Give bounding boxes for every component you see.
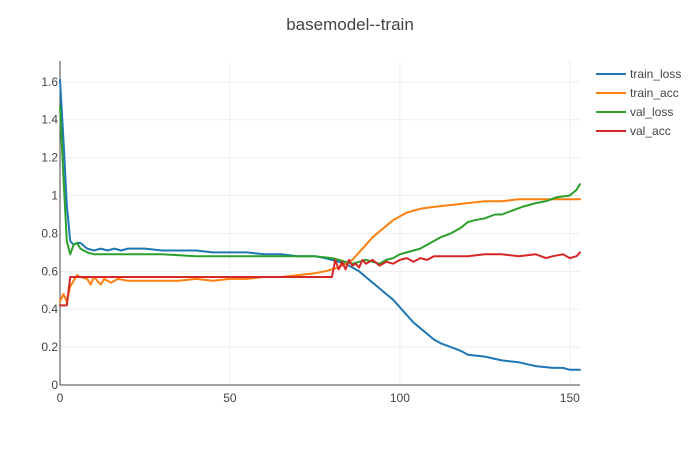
legend-label: train_loss [630,67,681,81]
y-tick-label: 0.4 [41,302,58,316]
legend-item-val-acc[interactable]: val_acc [596,124,671,138]
legend-label: val_acc [630,124,671,138]
y-tick-label: 1.2 [41,151,58,165]
grid-layer [60,61,580,385]
legend-label: val_loss [630,105,673,119]
series-line-train-acc [59,198,581,303]
legend[interactable]: train_loss train_acc val_loss val_acc [596,67,681,138]
legend-item-train-loss[interactable]: train_loss [596,67,681,81]
y-tick-label: 1.4 [41,113,58,127]
legend-item-val-loss[interactable]: val_loss [596,105,673,119]
series-line-val-loss [59,105,581,265]
x-tick-label: 0 [57,391,64,405]
legend-label: train_acc [630,86,679,100]
series-line-val-acc [59,251,581,307]
x-tick-label: 100 [390,391,410,405]
y-tick-label: 1 [51,189,58,203]
y-tick-label: 0.6 [41,264,58,278]
series-line-train-loss [59,78,581,371]
y-tick-label: 0.2 [41,340,58,354]
y-tick-label: 0.8 [41,226,58,240]
series-layer [59,78,581,371]
chart-title: basemodel--train [286,15,414,34]
legend-item-train-acc[interactable]: train_acc [596,86,679,100]
x-tick-label: 150 [560,391,580,405]
y-tick-label: 0 [51,378,58,392]
y-tick-label: 1.6 [41,75,58,89]
x-tick-label: 50 [223,391,237,405]
